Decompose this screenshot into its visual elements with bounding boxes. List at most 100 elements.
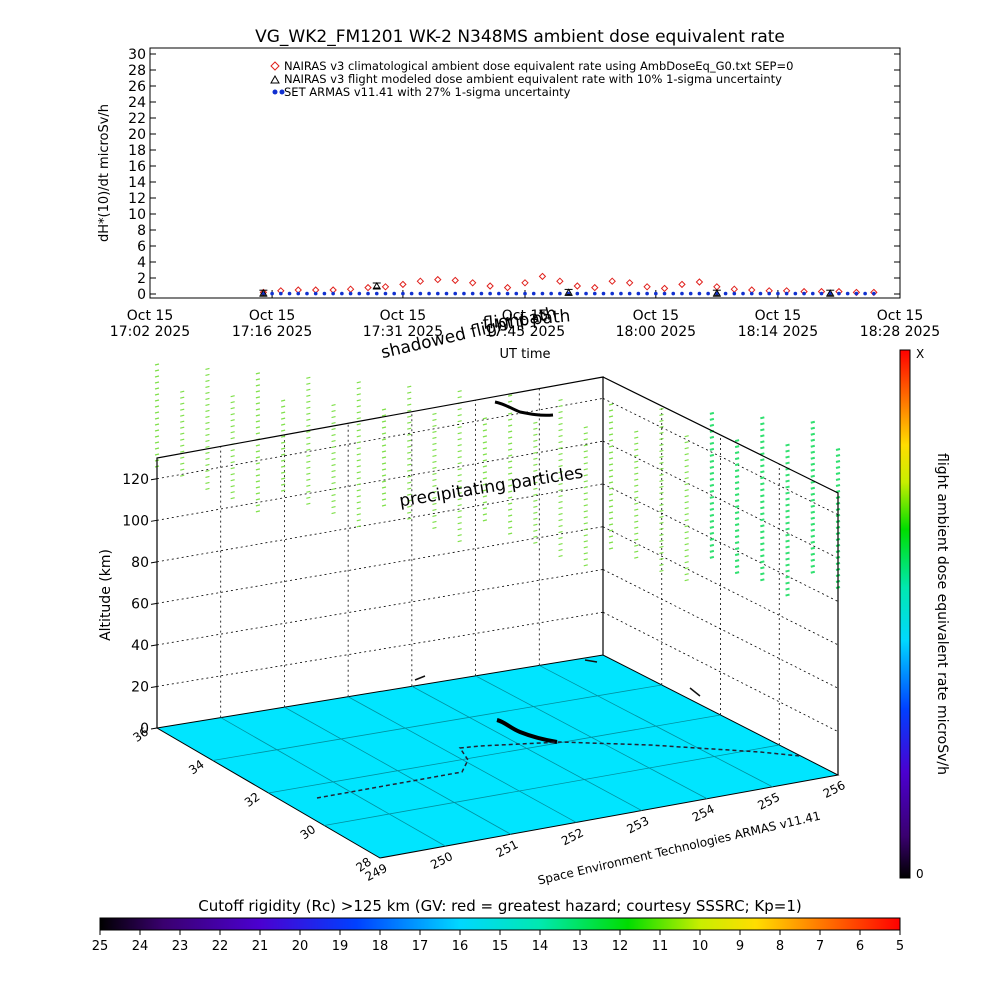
particle-mark [306, 418, 311, 421]
particle-mark [634, 556, 639, 559]
dose-rate-colorbar-label: flight ambient dose equivalent rate micr… [934, 453, 950, 775]
particle-mark [684, 501, 689, 504]
particle-mark [810, 492, 816, 496]
particle-mark [331, 421, 336, 425]
particle-mark [760, 572, 765, 576]
particle-mark [457, 396, 462, 399]
particle-mark [583, 486, 588, 489]
particle-mark [230, 461, 235, 464]
particle-mark [810, 450, 816, 454]
particle-mark [306, 412, 311, 415]
particle-mark [280, 441, 286, 444]
particle-mark [154, 363, 160, 366]
particle-mark [709, 537, 715, 541]
armas-point [261, 291, 266, 296]
dose-rate-colorbar: X 0 flight ambient dose equivalent rate … [899, 347, 950, 881]
legend-marker-nairas-climatological [270, 61, 280, 71]
particle-mark [482, 447, 488, 450]
particle-mark [306, 454, 311, 457]
particle-mark [533, 421, 538, 424]
armas-point [418, 291, 423, 296]
armas-point [479, 291, 484, 296]
particle-mark [659, 461, 664, 465]
time-series-marks [259, 272, 878, 297]
particle-mark [760, 422, 765, 426]
particle-mark [810, 438, 816, 442]
nairas-climatological-point [521, 279, 529, 287]
particle-mark [558, 464, 563, 468]
particle-mark [760, 470, 765, 474]
particle-mark [255, 498, 261, 501]
particle-mark [381, 450, 387, 453]
particle-mark [709, 555, 715, 559]
x-axis-label: UT time [500, 347, 551, 362]
particle-mark [482, 471, 488, 474]
particle-mark [306, 502, 311, 505]
altitude-tick-label: 60 [131, 596, 149, 612]
x-tick-label-date: Oct 15 [633, 308, 679, 324]
particle-mark [835, 460, 841, 463]
particle-mark [634, 496, 639, 499]
nairas-climatological-point [695, 278, 704, 286]
cutoff-rigidity-tick-label: 22 [212, 939, 229, 954]
particle-mark [659, 569, 664, 573]
particle-mark [407, 415, 412, 418]
armas-point [540, 291, 545, 296]
side-wall-gridline [602, 398, 839, 516]
latitude-tick-label: 30 [298, 822, 319, 842]
particle-mark [180, 420, 185, 423]
nairas-climatological-point [468, 279, 477, 287]
particle-mark [507, 412, 513, 415]
particle-mark [709, 501, 715, 505]
particle-mark [356, 483, 361, 486]
particle-mark [558, 554, 563, 558]
particle-mark [306, 472, 311, 475]
particle-mark [533, 445, 538, 448]
particle-mark [180, 456, 185, 459]
particle-mark [255, 450, 261, 453]
nairas-climatological-point [486, 282, 494, 290]
particle-mark [810, 564, 816, 568]
particle-mark [558, 434, 563, 438]
particle-mark [507, 424, 513, 427]
particle-mark [457, 522, 462, 525]
particle-mark [507, 418, 513, 421]
particle-mark [432, 526, 437, 530]
particle-mark [306, 460, 311, 463]
armas-point [619, 291, 623, 296]
particle-mark [407, 505, 412, 508]
y-tick-label: 10 [128, 207, 146, 223]
nairas-flight-point [564, 288, 573, 295]
particle-mark [280, 465, 286, 468]
particle-mark [407, 409, 412, 412]
particle-mark [331, 493, 336, 497]
particle-mark [558, 422, 563, 426]
particle-mark [659, 407, 664, 411]
particle-mark [432, 430, 437, 434]
particle-mark [306, 382, 311, 385]
particle-mark [760, 452, 765, 456]
particle-mark [659, 491, 664, 495]
particle-mark [734, 559, 740, 563]
particle-mark [634, 454, 639, 457]
particle-mark [356, 387, 361, 390]
y-tick-label: 28 [128, 63, 146, 79]
particle-mark [482, 501, 488, 504]
particle-mark [608, 439, 614, 442]
cutoff-rigidity-tick-label: 17 [412, 939, 429, 954]
cube-back-left-edge [156, 376, 604, 728]
particle-mark [482, 495, 488, 498]
particle-mark [709, 459, 715, 463]
particle-mark [482, 465, 488, 468]
particle-mark [810, 474, 816, 478]
altitude-tick-mark [150, 727, 158, 730]
particle-mark [356, 405, 361, 408]
y-tick-label: 2 [137, 271, 146, 287]
particle-mark [608, 403, 614, 406]
particle-mark [381, 486, 387, 489]
particle-mark [331, 433, 336, 437]
particle-mark [180, 426, 185, 429]
particle-mark [331, 457, 336, 461]
